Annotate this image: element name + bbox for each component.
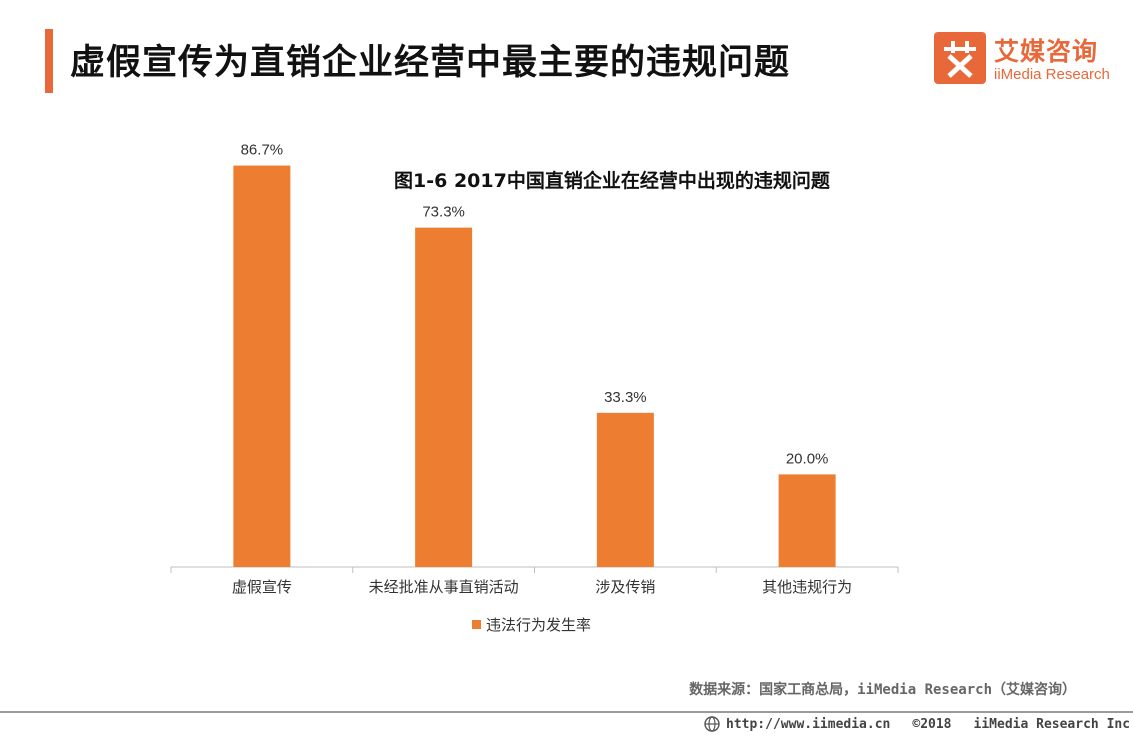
legend-swatch (472, 620, 481, 629)
data-source: 数据来源：国家工商总局，iiMedia Research（艾媒咨询） (689, 682, 1076, 698)
footer-url[interactable]: http://www.iimedia.cn (726, 716, 891, 732)
data-label: 33.3% (604, 389, 647, 406)
bar (778, 474, 836, 567)
logo-mark (934, 32, 986, 84)
data-label: 73.3% (422, 204, 465, 221)
page-title: 虚假宣传为直销企业经营中最主要的违规问题 (70, 43, 791, 83)
footer-copyright: ©2018 (912, 716, 952, 732)
bar (233, 165, 291, 568)
data-label: 86.7% (241, 142, 284, 159)
x-tick-label: 涉及传销 (595, 578, 655, 596)
footer-company: iiMedia Research Inc (973, 716, 1131, 732)
logo-name-cn: 艾媒咨询 (994, 37, 1099, 66)
bar (415, 227, 473, 567)
bar (596, 412, 654, 567)
chart-title: 图1-6 2017中国直销企业在经营中出现的违规问题 (394, 170, 830, 192)
footer: http://www.iimedia.cn ©2018 iiMedia Rese… (704, 714, 1133, 734)
data-label: 20.0% (786, 450, 829, 467)
x-tick-label: 其他违规行为 (762, 578, 852, 596)
x-tick-label: 未经批准从事直销活动 (369, 578, 519, 596)
legend-label: 违法行为发生率 (486, 616, 591, 634)
title-accent-bar (45, 29, 53, 93)
iimedia-logo: 艾媒咨询 iiMedia Research (934, 32, 1124, 88)
logo-name-en: iiMedia Research (994, 66, 1110, 83)
bar-chart: 86.7% 虚假宣传 73.3% 未经批准从事直销活动 33.3% 涉及传销 20.0% 其他… (170, 142, 899, 634)
footer-divider (0, 711, 1133, 713)
logo-mark-icon (944, 41, 976, 78)
globe-icon (704, 716, 720, 732)
x-tick-label: 虚假宣传 (232, 578, 292, 596)
